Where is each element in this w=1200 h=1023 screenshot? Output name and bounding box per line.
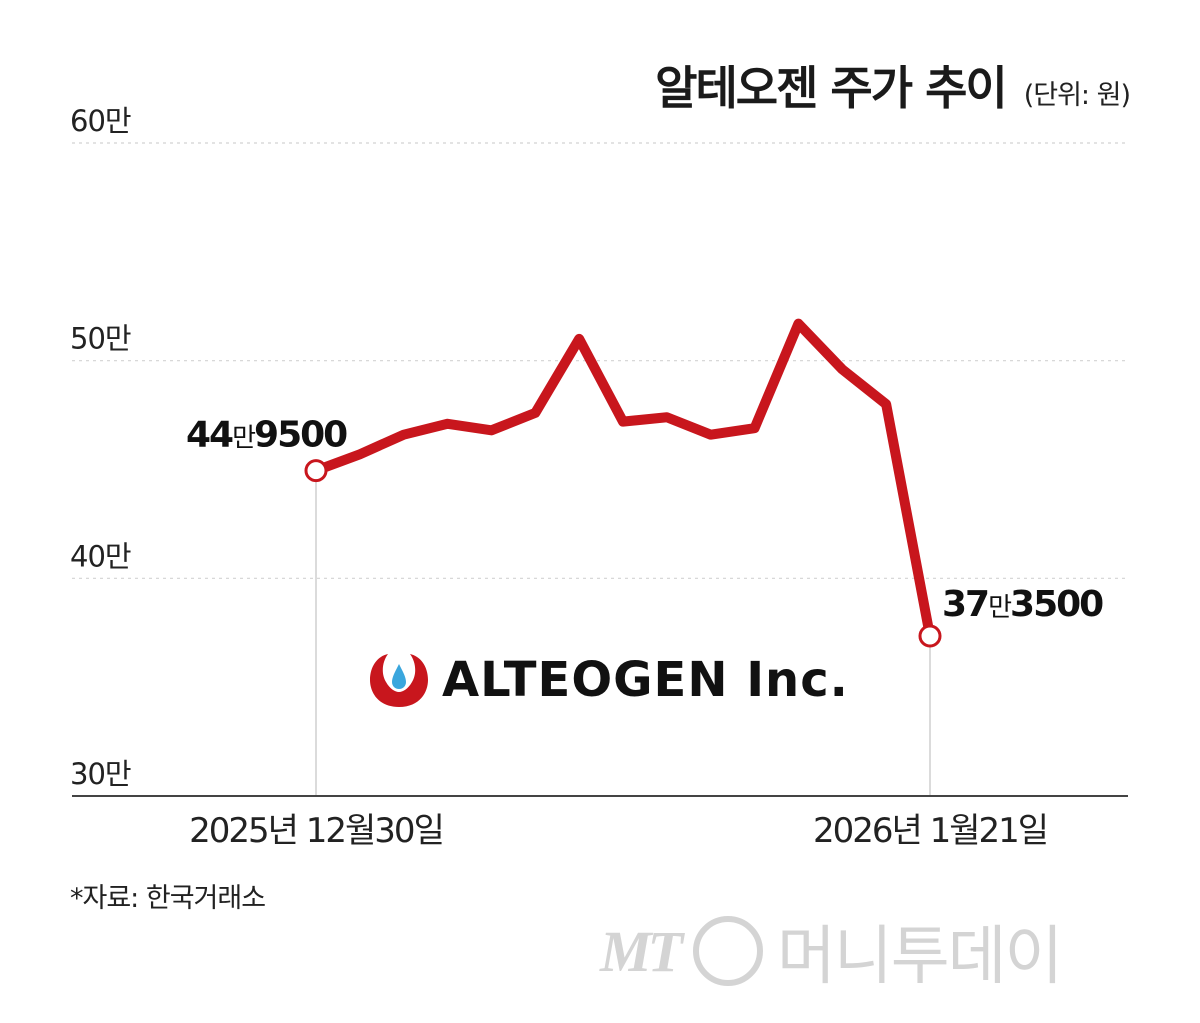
logo-text: ALTEOGEN Inc.	[442, 652, 849, 708]
value-label: 44만9500	[186, 415, 347, 456]
watermark: MT 머니투데이	[600, 905, 1063, 997]
watermark-mark: MT	[600, 918, 683, 984]
company-logo: ALTEOGEN Inc.	[368, 652, 849, 708]
y-tick-label: 30만	[70, 757, 131, 791]
endpoint-markers	[304, 459, 942, 648]
title-block: 알테오젠 주가 추이 (단위: 원)	[655, 52, 1131, 118]
price-line	[311, 318, 935, 642]
value-label: 37만3500	[942, 584, 1103, 625]
gridlines	[72, 142, 1128, 579]
watermark-circle-icon	[693, 916, 763, 986]
value-annotations: 44만9500 37만3500	[186, 415, 1105, 625]
x-tick-label: 2026년 1월21일	[813, 811, 1047, 851]
x-tick-label: 2025년 12월30일	[189, 811, 443, 851]
y-tick-label: 50만	[70, 322, 131, 356]
endpoint-marker	[304, 459, 328, 483]
alteogen-drop-icon	[370, 654, 428, 707]
unit-label: (단위: 원)	[1023, 80, 1131, 111]
endpoint-marker	[918, 624, 942, 648]
source-note: *자료: 한국거래소	[70, 883, 266, 914]
y-tick-labels: 30만 40만 50만 60만	[70, 104, 132, 791]
x-tick-labels: 2025년 12월30일 2026년 1월21일	[189, 811, 1049, 851]
watermark-name: 머니투데이	[777, 920, 1063, 992]
marker-guidelines	[315, 470, 931, 796]
y-tick-label: 60만	[70, 104, 131, 138]
chart-title: 알테오젠 주가 추이	[655, 61, 1008, 115]
y-tick-label: 40만	[70, 539, 131, 573]
